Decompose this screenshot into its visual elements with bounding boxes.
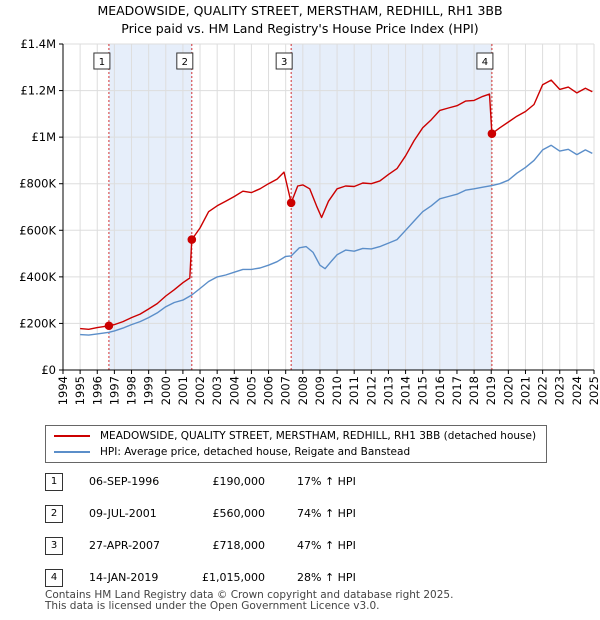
sale-price: £560,000 (212, 507, 266, 520)
x-tick-label: 2014 (399, 376, 413, 405)
legend-item-property: MEADOWSIDE, QUALITY STREET, MERSTHAM, RE… (54, 430, 536, 442)
x-tick-label: 1995 (73, 376, 87, 405)
x-tick-label: 2008 (296, 376, 310, 405)
sale-hpi-change: 47% ↑ HPI (297, 539, 356, 552)
x-tick-label: 2018 (467, 376, 481, 405)
chart-subtitle: Price paid vs. HM Land Registry's House … (121, 21, 479, 36)
x-tick-label: 1994 (56, 376, 70, 405)
x-tick-label: 2010 (330, 376, 344, 405)
x-tick-label: 1999 (142, 376, 156, 405)
sale-points (104, 129, 497, 331)
footer-copyright: Contains HM Land Registry data © Crown c… (45, 589, 454, 601)
x-tick-label: 2002 (193, 376, 207, 405)
x-tick-label: 2000 (159, 376, 173, 405)
sale-price: £1,015,000 (202, 571, 265, 584)
sale-hpi-change: 17% ↑ HPI (297, 475, 356, 488)
x-tick-label: 2012 (364, 376, 378, 405)
sale-number-badge: 3 (45, 537, 63, 555)
sale-number-badge: 1 (45, 473, 63, 491)
legend-label-property: MEADOWSIDE, QUALITY STREET, MERSTHAM, RE… (100, 430, 537, 442)
x-tick-label: 2023 (553, 376, 567, 405)
sale-row: 3 27-APR-2007 £718,000 47% ↑ HPI (45, 537, 445, 557)
sale-label-box (275, 52, 293, 70)
sale-number-badge: 2 (45, 505, 63, 523)
x-tick-label: 2020 (501, 376, 515, 405)
legend-swatch-property (54, 435, 90, 437)
sale-label-box (176, 52, 194, 70)
footer-licence: This data is licensed under the Open Gov… (45, 600, 380, 612)
y-tick-label: £1.2M (20, 84, 56, 98)
y-tick-label: £1M (31, 130, 56, 144)
chart-title: MEADOWSIDE, QUALITY STREET, MERSTHAM, RE… (97, 3, 503, 18)
sale-row: 1 06-SEP-1996 £190,000 17% ↑ HPI (45, 473, 445, 493)
sale-row: 2 09-JUL-2001 £560,000 74% ↑ HPI (45, 505, 445, 525)
sale-row: 4 14-JAN-2019 £1,015,000 28% ↑ HPI (45, 569, 445, 589)
sale-date: 06-SEP-1996 (89, 475, 160, 488)
sale-date: 27-APR-2007 (89, 539, 161, 552)
sale-point (104, 321, 114, 331)
property-price-line (80, 79, 593, 330)
x-tick-label: 2019 (484, 376, 498, 405)
sale-label-number: 1 (99, 57, 105, 68)
series-layer (80, 79, 593, 336)
x-tick-label: 2003 (210, 376, 224, 405)
x-tick-label: 2001 (176, 376, 190, 405)
x-tick-label: 2025 (587, 376, 600, 405)
sale-date: 14-JAN-2019 (89, 571, 159, 584)
y-tick-label: £1.4M (20, 37, 56, 51)
sale-point (187, 235, 197, 244)
legend-label-hpi: HPI: Average price, detached house, Reig… (100, 446, 411, 458)
y-tick-label: £600K (19, 223, 56, 237)
x-tick-label: 2007 (279, 376, 293, 405)
x-tick-label: 1997 (107, 376, 121, 405)
y-tick-label: £200K (19, 316, 56, 330)
y-tick-label: £400K (19, 270, 56, 284)
x-tick-label: 2017 (450, 376, 464, 405)
x-tick-label: 1996 (90, 376, 104, 405)
sale-label-number: 2 (182, 57, 188, 68)
hpi-line (80, 144, 593, 336)
sale-point (286, 198, 296, 208)
footer: Contains HM Land Registry data © Crown c… (45, 590, 453, 612)
x-tick-label: 2024 (570, 376, 584, 405)
sale-label-box (93, 52, 111, 70)
chart-title-block: MEADOWSIDE, QUALITY STREET, MERSTHAM, RE… (0, 2, 600, 38)
y-tick-label: £0 (41, 363, 56, 377)
sale-number-badge: 4 (45, 569, 63, 587)
sale-labels: 1 2 3 4 (93, 52, 494, 70)
x-tick-label: 2006 (262, 376, 276, 405)
sale-price: £718,000 (212, 539, 266, 552)
sale-hpi-change: 28% ↑ HPI (297, 571, 356, 584)
sale-hpi-change: 74% ↑ HPI (297, 507, 356, 520)
x-tick-label: 1998 (125, 376, 139, 405)
ownership-period-shade (108, 44, 192, 370)
sale-point (487, 129, 497, 138)
legend-item-hpi: HPI: Average price, detached house, Reig… (54, 446, 410, 458)
ownership-period-shade (291, 44, 492, 370)
x-tick-label: 2022 (536, 376, 550, 405)
sale-price: £190,000 (212, 475, 266, 488)
x-tick-label: 2004 (227, 376, 241, 405)
y-tick-label: £800K (19, 177, 56, 191)
x-tick-label: 2013 (381, 376, 395, 405)
x-tick-label: 2015 (416, 376, 430, 405)
x-tick-label: 2009 (313, 376, 327, 405)
sale-label-number: 3 (281, 57, 287, 68)
x-tick-label: 2005 (244, 376, 258, 405)
x-tick-label: 2011 (347, 376, 361, 405)
x-tick-label: 2016 (433, 376, 447, 405)
sale-date: 09-JUL-2001 (89, 507, 157, 520)
x-tick-label: 2021 (518, 376, 532, 405)
legend-swatch-hpi (54, 451, 90, 453)
legend: MEADOWSIDE, QUALITY STREET, MERSTHAM, RE… (45, 425, 547, 463)
sale-label-box (476, 52, 494, 70)
sale-label-number: 4 (482, 57, 488, 68)
